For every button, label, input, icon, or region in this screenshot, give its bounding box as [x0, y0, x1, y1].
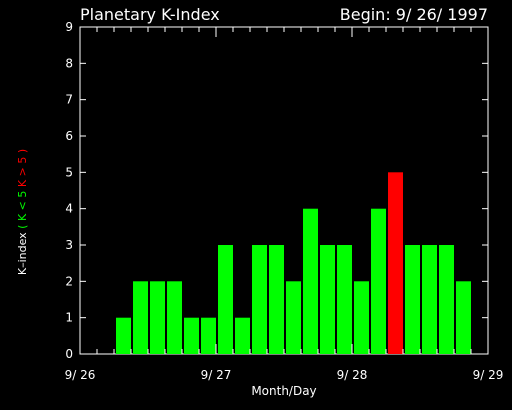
chart-title: Planetary K-Index — [80, 5, 220, 24]
k-index-bar — [235, 317, 250, 354]
y-tick-label: 9 — [65, 20, 73, 34]
y-axis-label-part: K > 5 ) — [16, 149, 29, 191]
k-index-bar — [269, 245, 284, 354]
k-index-bar — [286, 281, 301, 354]
y-axis: 0 1 2 3 4 5 6 7 8 9 — [65, 20, 488, 361]
k-index-bar — [150, 281, 165, 354]
x-tick-label: 9/ 26 — [65, 368, 96, 382]
x-axis-label: Month/Day — [251, 384, 316, 398]
k-index-bar — [371, 208, 386, 354]
y-tick-label: 1 — [65, 311, 73, 325]
y-axis-label: K–index ( K < 5 K > 5 ) — [16, 149, 29, 275]
y-tick-label: 5 — [65, 165, 73, 179]
y-tick-label: 3 — [65, 238, 73, 252]
x-tick-label: 9/ 29 — [473, 368, 504, 382]
k-index-bar — [218, 245, 233, 354]
svg-text:K–index ( K < 5 K > 5 ): K–index ( K < 5 K > 5 ) — [16, 149, 29, 275]
y-tick-label: 2 — [65, 274, 73, 288]
y-tick-label: 8 — [65, 56, 73, 70]
k-index-bar — [184, 317, 199, 354]
k-index-bar — [422, 245, 437, 354]
y-axis-label-part: ( K < 5 — [16, 191, 29, 233]
k-index-bar — [354, 281, 369, 354]
k-index-bar — [201, 317, 216, 354]
k-index-bar — [337, 245, 352, 354]
x-tick-label: 9/ 28 — [337, 368, 368, 382]
k-index-bar — [133, 281, 148, 354]
k-index-bar — [116, 317, 131, 354]
y-tick-label: 7 — [65, 93, 73, 107]
x-axis: 9/ 26 9/ 27 9/ 28 9/ 29 — [65, 27, 504, 382]
k-index-bar — [167, 281, 182, 354]
bars-group — [116, 172, 471, 354]
y-axis-label-part: K–index — [16, 232, 29, 275]
x-tick-label: 9/ 27 — [201, 368, 232, 382]
k-index-bar — [252, 245, 267, 354]
k-index-bar — [388, 172, 403, 354]
k-index-bar — [320, 245, 335, 354]
k-index-bar — [303, 208, 318, 354]
begin-date: Begin: 9/ 26/ 1997 — [340, 5, 488, 24]
y-tick-label: 4 — [65, 202, 73, 216]
y-tick-label: 6 — [65, 129, 73, 143]
k-index-bar — [456, 281, 471, 354]
y-tick-label: 0 — [65, 347, 73, 361]
k-index-bar — [405, 245, 420, 354]
k-index-bar — [439, 245, 454, 354]
